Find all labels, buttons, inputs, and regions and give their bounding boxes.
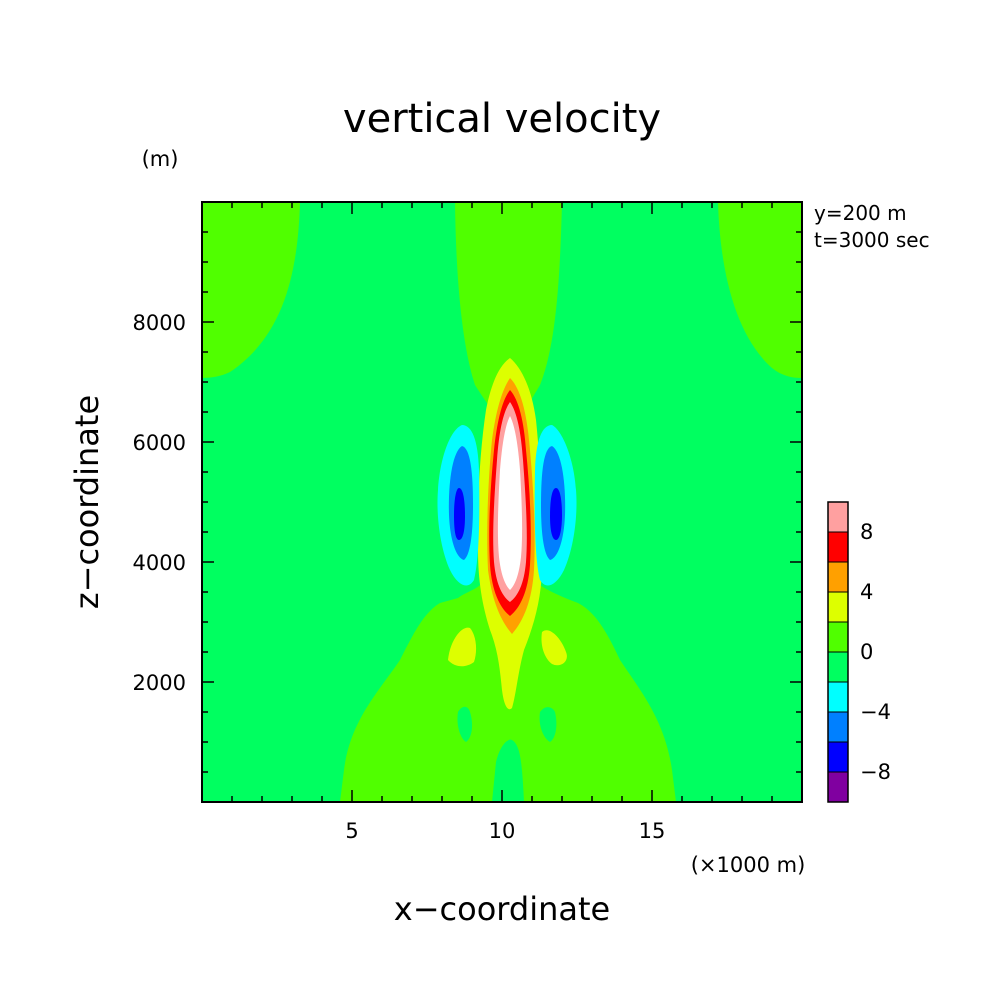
contour-plot-area — [201, 201, 803, 803]
annotation-y-position: y=200 m — [814, 201, 907, 225]
colorbar-label: −8 — [860, 760, 891, 784]
colorbar-swatch — [828, 592, 848, 622]
x-tick-label: 15 — [639, 819, 666, 843]
x-axis-label: x−coordinate — [394, 890, 610, 928]
y-unit-label: (m) — [142, 147, 179, 171]
colorbar-swatch — [828, 502, 848, 532]
contour-band-0-2-top-right — [718, 202, 802, 378]
contour-band-0-2-top-left — [202, 202, 300, 378]
colorbar-label: 4 — [860, 580, 873, 604]
contour-band-minus6-minus8-right — [550, 488, 562, 540]
x-tick-label: 10 — [489, 819, 516, 843]
colorbar-label: 0 — [860, 640, 873, 664]
contour-band-2-4-right-blob — [541, 630, 567, 666]
contour-band-2-4-left-blob — [448, 627, 477, 667]
colorbar: 8 4 0 −4 −8 — [827, 501, 891, 803]
colorbar-swatch — [828, 712, 848, 742]
colorbar-label: 8 — [860, 520, 873, 544]
y-tick-labels: 2000 4000 6000 8000 — [133, 311, 186, 695]
contour-band-above-10-core — [497, 416, 523, 590]
colorbar-swatch — [828, 682, 848, 712]
colorbar-swatch — [828, 532, 848, 562]
colorbar-swatch — [828, 562, 848, 592]
annotation-time: t=3000 sec — [814, 228, 930, 252]
y-tick-label: 8000 — [133, 311, 186, 335]
x-tick-labels: 5 10 15 — [345, 819, 665, 843]
colorbar-swatch — [828, 652, 848, 682]
axis-ticks — [202, 202, 802, 802]
y-tick-label: 6000 — [133, 431, 186, 455]
contour-band-below-0-small-right — [539, 707, 557, 742]
chart-title: vertical velocity — [343, 96, 661, 142]
colorbar-swatch — [828, 622, 848, 652]
y-tick-label: 2000 — [133, 671, 186, 695]
colorbar-label: −4 — [860, 700, 891, 724]
contour-band-0-2-top-center — [455, 202, 562, 430]
y-tick-label: 4000 — [133, 551, 186, 575]
contour-band-below-0-small-left — [457, 706, 473, 742]
x-tick-label: 5 — [345, 819, 358, 843]
colorbar-swatch — [828, 742, 848, 772]
colorbar-swatch — [828, 772, 848, 802]
contour-band-minus6-minus8-left — [454, 488, 465, 540]
x-unit-label: (×1000 m) — [691, 853, 806, 877]
contour-band-0-2-bottom-center — [492, 739, 524, 802]
y-axis-label: z−coordinate — [68, 395, 106, 609]
